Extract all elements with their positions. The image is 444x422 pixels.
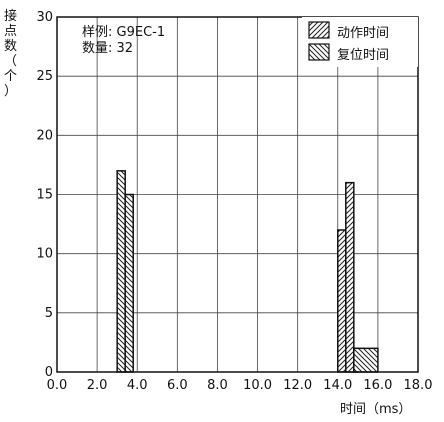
sample-annotation: 样例: G9EC-1 数量: 32 — [82, 25, 165, 57]
bar-series0-bin1 — [345, 181, 355, 373]
y-tick-label-6: 30 — [36, 10, 53, 25]
x-tick-label-0: 0.0 — [47, 378, 68, 393]
bar-series1-bin2 — [353, 347, 379, 373]
x-tick-label-4: 8.0 — [207, 378, 228, 393]
bar-series1-bin1 — [124, 193, 134, 373]
x-axis-label: 时间（ms） — [340, 402, 412, 417]
y-axis-label-char: 数 — [4, 39, 18, 54]
y-axis-label-char: 个 — [4, 69, 18, 84]
grid-lines — [56, 16, 419, 373]
bar-series0-bin0 — [337, 229, 347, 373]
y-axis-label-char: ） — [4, 84, 18, 99]
x-tick-label-9: 18.0 — [404, 378, 433, 393]
legend-label-action: 动作时间 — [337, 26, 390, 41]
y-axis-label-char: 点 — [4, 24, 18, 39]
tick-labels: 0.0 2.0 4.0 6.0 8.0 10.0 12.0 14.0 16.0 18.0 0 5 10 1… — [36, 10, 432, 393]
x-tick-label-3: 6.0 — [167, 378, 188, 393]
y-tick-label-1: 5 — [45, 306, 53, 321]
legend-swatch-reset — [308, 43, 330, 61]
legend-swatch-action — [308, 21, 330, 39]
bar-series1-bin0 — [116, 170, 126, 373]
x-tick-label-1: 2.0 — [87, 378, 108, 393]
x-tick-label-5: 10.0 — [243, 378, 272, 393]
y-axis-label-char: （ — [4, 54, 18, 69]
y-axis-label-char: 接 — [4, 9, 18, 24]
y-tick-label-2: 10 — [36, 247, 53, 262]
x-tick-label-6: 12.0 — [283, 378, 312, 393]
x-tick-label-7: 14.0 — [323, 378, 352, 393]
y-tick-label-0: 0 — [45, 365, 53, 380]
x-tick-label-8: 16.0 — [363, 378, 392, 393]
legend-label-reset: 复位时间 — [337, 48, 390, 63]
sample-model: 样例: G9EC-1 — [82, 25, 166, 40]
y-tick-label-4: 20 — [36, 128, 53, 143]
y-tick-label-5: 25 — [36, 69, 53, 84]
plot-frame — [56, 16, 419, 373]
bars-group — [116, 170, 379, 373]
x-tick-label-2: 4.0 — [127, 378, 148, 393]
y-tick-label-3: 15 — [36, 188, 53, 203]
sample-count: 数量: 32 — [82, 41, 134, 56]
